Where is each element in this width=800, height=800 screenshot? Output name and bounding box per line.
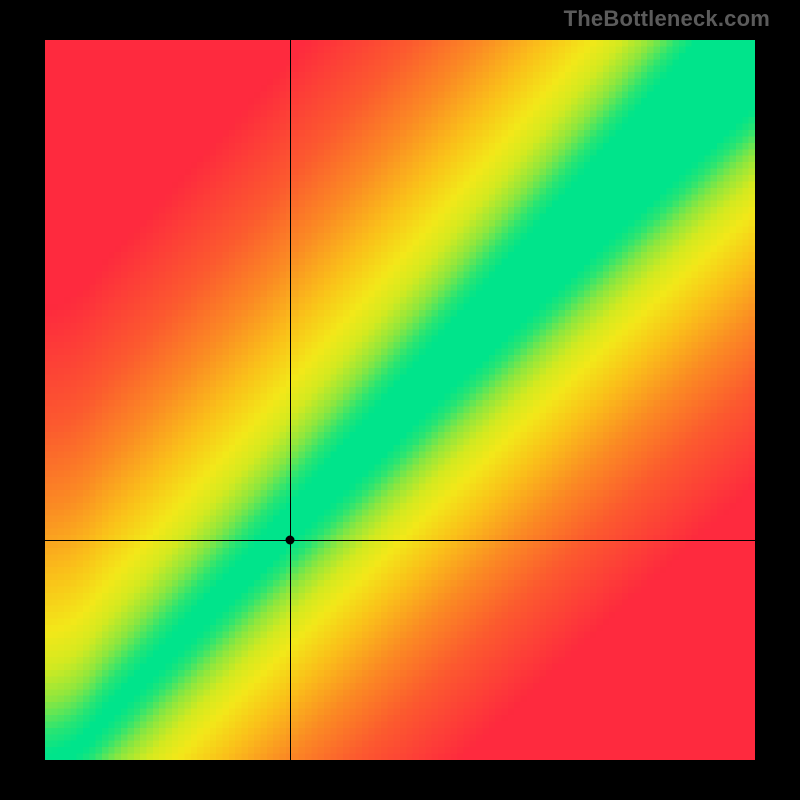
heatmap-canvas [45, 40, 755, 760]
crosshair-horizontal [45, 540, 755, 541]
crosshair-vertical [290, 40, 291, 760]
chart-frame: TheBottleneck.com [0, 0, 800, 800]
heatmap-plot [45, 40, 755, 760]
watermark: TheBottleneck.com [564, 6, 770, 32]
selection-marker [285, 536, 294, 545]
